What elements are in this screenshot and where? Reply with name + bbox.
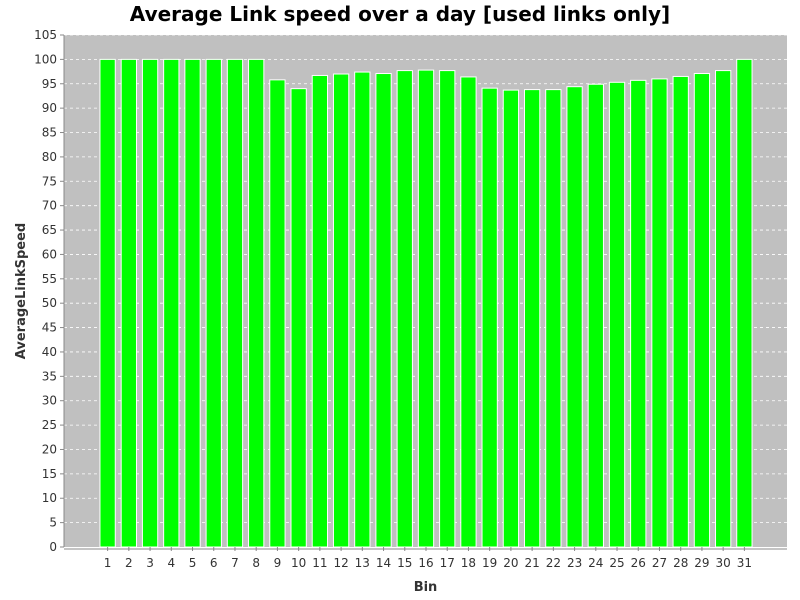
- x-tick-label: 11: [312, 556, 327, 570]
- x-tick-label: 16: [418, 556, 433, 570]
- x-tick-label: 31: [737, 556, 752, 570]
- y-tick-label: 80: [42, 150, 57, 164]
- x-tick-label: 14: [376, 556, 391, 570]
- x-tick-label: 4: [167, 556, 175, 570]
- x-tick-label: 10: [291, 556, 306, 570]
- y-tick-label: 85: [42, 126, 57, 140]
- y-tick-label: 55: [42, 272, 57, 286]
- y-tick-label: 20: [42, 442, 57, 456]
- y-tick-label: 100: [34, 52, 57, 66]
- y-tick-label: 70: [42, 199, 57, 213]
- x-tick-label: 15: [397, 556, 412, 570]
- x-tick-label: 6: [210, 556, 218, 570]
- x-axis-label: Bin: [414, 580, 438, 595]
- x-tick-label: 28: [673, 556, 688, 570]
- bar: [205, 58, 222, 548]
- bar: [523, 89, 541, 548]
- bar: [608, 81, 626, 548]
- bar: [99, 58, 116, 548]
- y-tick-label: 90: [42, 101, 57, 115]
- x-tick-label: 25: [609, 556, 624, 570]
- bar: [481, 87, 498, 548]
- bar: [332, 73, 350, 548]
- x-tick-label: 7: [231, 556, 239, 570]
- y-tick-label: 105: [34, 28, 57, 42]
- bars: [99, 58, 753, 548]
- bar: [502, 89, 520, 548]
- x-tick-label: 21: [524, 556, 539, 570]
- x-tick-label: 27: [652, 556, 667, 570]
- y-tick-label: 35: [42, 369, 57, 383]
- bar: [141, 58, 159, 548]
- bar: [566, 86, 583, 548]
- bar: [439, 70, 456, 548]
- bar: [396, 70, 413, 548]
- x-tick-label: 26: [631, 556, 646, 570]
- y-tick-label: 30: [42, 394, 57, 408]
- x-tick-label: 3: [146, 556, 154, 570]
- x-tick-label: 22: [546, 556, 561, 570]
- x-tick-label: 18: [461, 556, 476, 570]
- bar: [184, 58, 201, 548]
- bar: [248, 58, 265, 548]
- bar: [587, 83, 604, 548]
- bar: [226, 58, 244, 548]
- axes: 0510152025303540455055606570758085909510…: [34, 28, 787, 570]
- x-tick-label: 9: [274, 556, 282, 570]
- y-tick-label: 65: [42, 223, 57, 237]
- chart-title: Average Link speed over a day [used link…: [129, 2, 671, 26]
- x-tick-label: 13: [355, 556, 370, 570]
- x-tick-label: 29: [694, 556, 709, 570]
- bar: [163, 58, 180, 548]
- bar: [290, 88, 307, 548]
- y-axis-label: AverageLinkSpeed: [14, 223, 29, 359]
- bar: [545, 89, 562, 548]
- y-tick-label: 60: [42, 247, 57, 261]
- bar: [630, 79, 647, 548]
- y-tick-label: 95: [42, 77, 57, 91]
- x-tick-label: 23: [567, 556, 582, 570]
- y-tick-label: 40: [42, 345, 57, 359]
- x-tick-label: 30: [716, 556, 731, 570]
- y-tick-label: 5: [49, 516, 57, 530]
- x-tick-label: 8: [252, 556, 260, 570]
- y-tick-label: 45: [42, 321, 57, 335]
- bar: [417, 69, 435, 548]
- bar: [460, 76, 477, 548]
- bar: [693, 73, 711, 548]
- bar: [269, 79, 286, 548]
- x-tick-label: 5: [189, 556, 197, 570]
- bar: [736, 58, 753, 548]
- y-tick-label: 10: [42, 491, 57, 505]
- bar: [120, 58, 137, 548]
- bar: [311, 74, 329, 548]
- y-tick-label: 50: [42, 296, 57, 310]
- bar: [651, 78, 668, 548]
- bar: [715, 70, 732, 548]
- x-tick-label: 1: [104, 556, 112, 570]
- bar: [672, 75, 689, 548]
- x-tick-label: 17: [440, 556, 455, 570]
- y-tick-label: 75: [42, 174, 57, 188]
- x-tick-label: 24: [588, 556, 603, 570]
- x-tick-label: 19: [482, 556, 497, 570]
- y-tick-label: 0: [49, 540, 57, 554]
- x-tick-label: 12: [333, 556, 348, 570]
- y-tick-label: 15: [42, 467, 57, 481]
- y-tick-label: 25: [42, 418, 57, 432]
- bar: [375, 73, 392, 548]
- x-tick-label: 20: [503, 556, 518, 570]
- x-tick-label: 2: [125, 556, 133, 570]
- bar: [354, 71, 371, 548]
